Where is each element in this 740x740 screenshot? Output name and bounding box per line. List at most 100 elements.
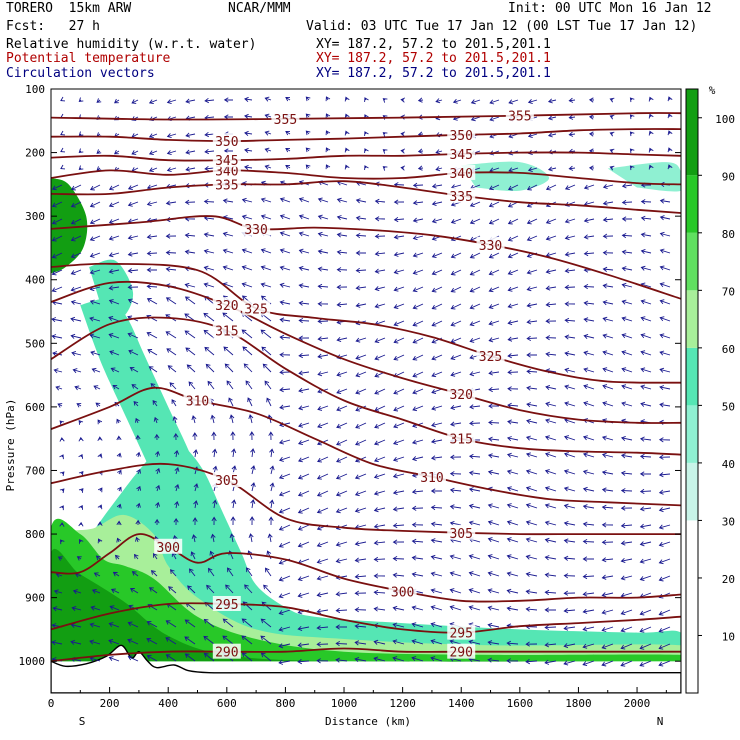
circulation-vector xyxy=(297,507,310,514)
circulation-vector xyxy=(469,269,481,276)
theta-label-325: 325 xyxy=(479,350,502,365)
circulation-vector xyxy=(374,198,386,204)
circulation-vector xyxy=(188,381,196,390)
circulation-vector xyxy=(629,97,635,103)
circulation-vector xyxy=(127,655,139,662)
circulation-vector xyxy=(298,370,310,376)
circulation-vector xyxy=(279,248,291,254)
circulation-vector xyxy=(169,382,177,390)
circulation-vector xyxy=(525,554,538,560)
circulation-vector xyxy=(128,604,139,611)
circulation-vector xyxy=(602,233,614,239)
circulation-vector xyxy=(335,607,348,614)
circulation-vector xyxy=(609,131,615,137)
circulation-vector xyxy=(108,235,120,241)
circulation-vector xyxy=(59,437,65,442)
circulation-vector xyxy=(97,538,103,544)
circulation-vector xyxy=(155,484,161,492)
circulation-vector xyxy=(417,97,424,103)
circulation-vector xyxy=(70,218,82,225)
circulation-vector xyxy=(411,439,424,445)
circulation-vector xyxy=(582,643,595,649)
circulation-vector xyxy=(489,99,500,105)
circulation-vector xyxy=(364,97,369,103)
circulation-vector xyxy=(639,643,652,650)
circulation-vector xyxy=(264,164,272,170)
circulation-vector xyxy=(602,217,614,223)
circulation-vector xyxy=(412,286,424,293)
circulation-vector xyxy=(526,302,538,308)
circulation-vector xyxy=(564,401,576,407)
circulation-vector xyxy=(393,269,405,275)
theta-label-315: 315 xyxy=(215,325,238,340)
circulation-vector xyxy=(72,368,82,374)
circulation-vector xyxy=(165,250,177,256)
circulation-vector xyxy=(325,130,331,136)
circulation-vector xyxy=(582,435,595,441)
circulation-vector xyxy=(430,588,443,594)
circulation-vector xyxy=(545,452,557,458)
circulation-vector xyxy=(640,199,652,205)
circulation-vector xyxy=(166,99,177,105)
circulation-vector xyxy=(545,218,557,224)
circulation-vector xyxy=(108,218,120,224)
circulation-vector xyxy=(279,197,291,203)
circulation-vector xyxy=(602,266,614,272)
circulation-vector xyxy=(507,286,519,292)
circulation-vector xyxy=(411,456,424,462)
circulation-vector xyxy=(508,99,519,105)
circulation-vector xyxy=(621,282,633,288)
circulation-vector xyxy=(335,624,347,630)
circulation-vector xyxy=(59,522,65,527)
circulation-vector xyxy=(602,401,614,407)
circulation-vector xyxy=(241,197,253,203)
circulation-vector xyxy=(449,504,462,510)
circulation-vector xyxy=(392,656,405,662)
circulation-vector xyxy=(335,657,348,663)
circulation-vector xyxy=(264,96,272,102)
circulation-vector xyxy=(659,248,671,254)
circulation-vector xyxy=(373,556,386,562)
colorbar-band-0 xyxy=(686,520,698,693)
y-tick-label-800: 800 xyxy=(25,528,45,541)
circulation-vector xyxy=(602,250,614,256)
circulation-vector xyxy=(392,639,405,645)
circulation-vector xyxy=(148,366,158,373)
circulation-vector xyxy=(400,148,406,154)
circulation-vector xyxy=(601,487,614,493)
circulation-vector xyxy=(298,248,310,254)
circulation-vector xyxy=(488,252,500,259)
circulation-vector xyxy=(165,331,177,339)
circulation-vector xyxy=(127,638,139,645)
circulation-vector xyxy=(583,384,595,390)
circulation-vector xyxy=(435,98,443,104)
colorbar-tick-label-70: 70 xyxy=(722,285,735,298)
circulation-vector xyxy=(241,618,253,628)
circulation-vector xyxy=(184,199,196,205)
circulation-vector xyxy=(430,622,443,628)
circulation-vector xyxy=(507,353,519,359)
circulation-vector xyxy=(582,591,595,597)
circulation-vector xyxy=(305,147,311,153)
circulation-vector xyxy=(411,555,424,561)
theta-label-355: 355 xyxy=(274,113,297,128)
circulation-vector xyxy=(545,235,557,241)
circulation-vector xyxy=(167,365,177,373)
circulation-vector xyxy=(51,640,63,646)
theta-label-bg xyxy=(242,300,271,316)
circulation-vector xyxy=(417,148,424,154)
circulation-vector xyxy=(588,97,595,103)
circulation-vector xyxy=(547,166,557,172)
circulation-vector xyxy=(583,317,595,323)
circulation-vector xyxy=(545,384,557,391)
circulation-vector xyxy=(392,622,405,628)
colorbar-tick-label-60: 60 xyxy=(722,343,735,356)
circulation-vector xyxy=(563,590,576,596)
circulation-vector xyxy=(146,298,158,305)
circulation-vector xyxy=(166,150,177,156)
circulation-vector xyxy=(639,660,652,667)
colorbar-band-7 xyxy=(686,89,698,176)
theta-contour-330 xyxy=(51,215,681,300)
circulation-vector xyxy=(165,620,177,628)
circulation-vector xyxy=(620,626,633,633)
